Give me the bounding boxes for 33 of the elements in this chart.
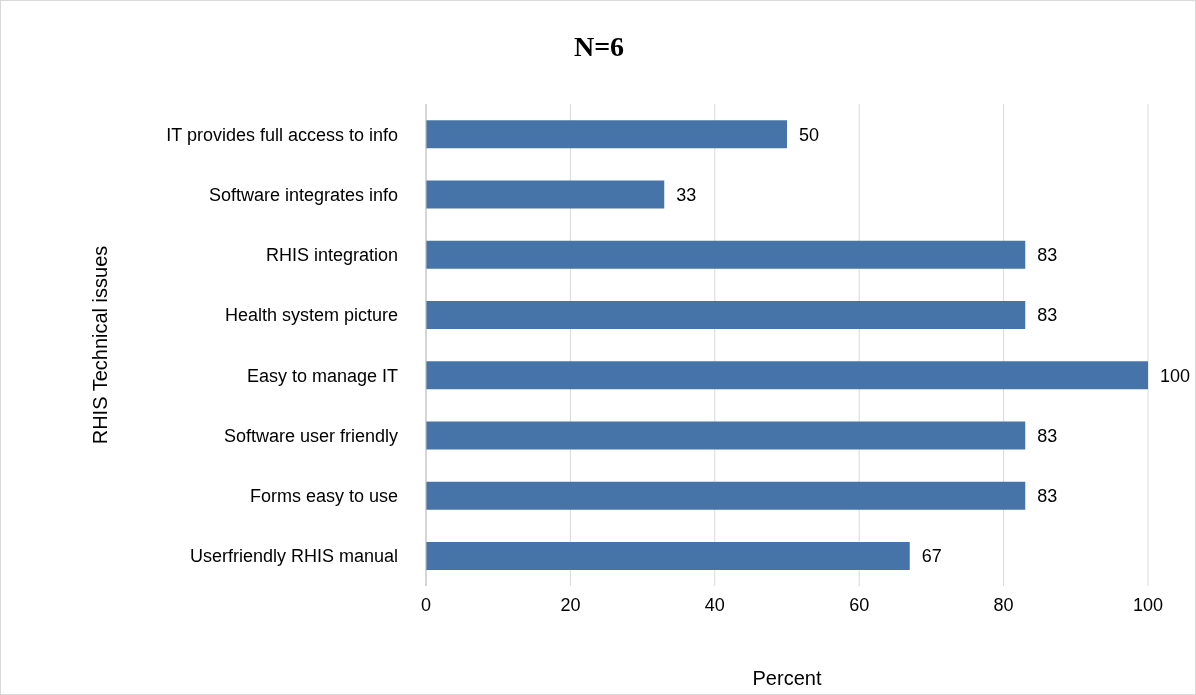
data-label: 50: [799, 124, 820, 145]
y-tick-label: Forms easy to use: [249, 486, 398, 507]
x-tick-label: 100: [1132, 594, 1164, 615]
y-tick-label: Userfriendly RHIS manual: [189, 546, 398, 567]
x-axis-title: Percent: [752, 667, 822, 689]
y-tick-label: Easy to manage IT: [246, 365, 398, 386]
y-tick-label: IT provides full access to info: [166, 124, 398, 145]
x-tick-label: 0: [420, 594, 432, 615]
y-tick-label: RHIS integration: [265, 245, 398, 266]
data-label: 83: [1037, 425, 1058, 446]
bar: [426, 301, 1026, 330]
chart-title: N=6: [572, 31, 626, 63]
x-tick-label: 60: [849, 594, 870, 615]
bar: [426, 481, 1026, 510]
y-tick-label: Software user friendly: [223, 425, 398, 446]
bar: [426, 240, 1026, 269]
bar: [426, 542, 910, 571]
y-tick-label: Health system picture: [224, 305, 398, 326]
bar: [426, 421, 1026, 450]
data-label: 67: [921, 546, 942, 567]
data-label: 83: [1037, 486, 1058, 507]
data-label: 33: [676, 184, 697, 205]
x-tick-label: 40: [704, 594, 725, 615]
data-label: 100: [1160, 365, 1191, 386]
y-axis-title: RHIS Technical issues: [89, 245, 112, 445]
data-label: 83: [1037, 305, 1058, 326]
bar: [426, 361, 1148, 390]
bar: [426, 120, 787, 149]
x-tick-label: 80: [993, 594, 1014, 615]
x-tick-label: 20: [560, 594, 581, 615]
data-label: 83: [1037, 245, 1058, 266]
bar: [426, 180, 665, 209]
y-tick-label: Software integrates info: [208, 184, 398, 205]
